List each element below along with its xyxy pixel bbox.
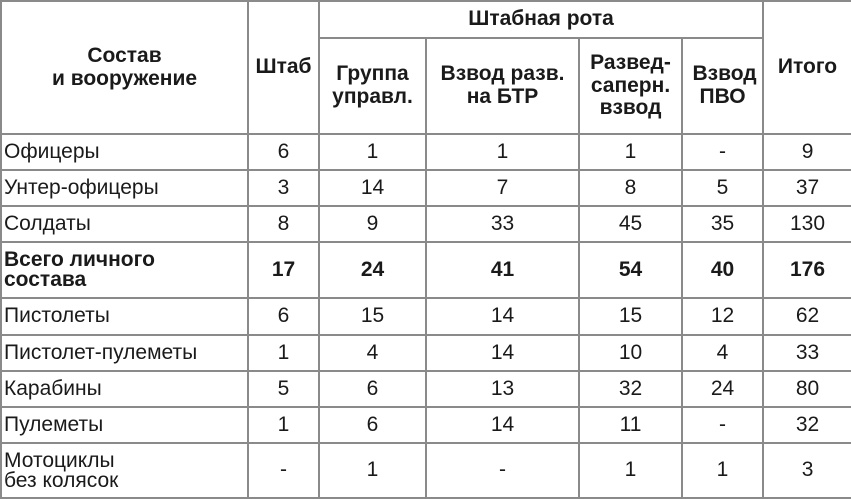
cell-value: 1 <box>247 334 320 372</box>
cell-value: 33 <box>425 205 580 243</box>
cell-value: 40 <box>680 241 765 299</box>
cell-value: 12 <box>680 297 765 336</box>
cell-value: 24 <box>680 370 765 408</box>
cell-value: 33 <box>762 334 851 372</box>
cell-value: 11 <box>578 406 683 444</box>
cell-value: 1 <box>318 442 427 499</box>
cell-value: 4 <box>680 334 765 372</box>
cell-value: - <box>425 442 580 499</box>
table-row: Пистолет-пулеметы 1 4 14 10 4 33 <box>0 334 851 372</box>
cell-value: 41 <box>425 241 580 299</box>
cell-value: 9 <box>762 133 851 171</box>
cell-value: - <box>680 406 765 444</box>
cell-value: 5 <box>247 370 320 408</box>
cell-value: 15 <box>318 297 427 336</box>
cell-value: 45 <box>578 205 683 243</box>
cell-value: 1 <box>680 442 765 499</box>
cell-value: 37 <box>762 169 851 207</box>
row-label: Пистолет-пулеметы <box>0 334 249 372</box>
cell-value: 14 <box>425 297 580 336</box>
header-subunit: Группа управл. <box>318 37 427 135</box>
cell-value: 130 <box>762 205 851 243</box>
cell-value: 6 <box>318 370 427 408</box>
cell-value: 14 <box>425 406 580 444</box>
cell-value: 54 <box>578 241 683 299</box>
header-subunit: Взвод разв. на БТР <box>425 37 580 135</box>
cell-value: 6 <box>247 297 320 336</box>
table-row: Унтер-офицеры 3 14 7 8 5 37 <box>0 169 851 207</box>
header-company: Штабная рота <box>317 0 765 39</box>
cell-value: 15 <box>578 297 683 336</box>
header-subunit: Развед-саперн. взвод <box>578 37 683 135</box>
cell-value: 7 <box>425 169 580 207</box>
cell-value: 62 <box>762 297 851 336</box>
row-label: Пулеметы <box>0 406 249 444</box>
cell-value: 10 <box>578 334 683 372</box>
cell-value: - <box>247 442 320 499</box>
cell-value: 6 <box>318 406 427 444</box>
table-row: Всего личного состава 17 24 41 54 40 176 <box>0 241 851 299</box>
cell-value: 9 <box>318 205 427 243</box>
row-label: Офицеры <box>0 133 249 171</box>
row-label: Карабины <box>0 370 249 408</box>
cell-value: 17 <box>247 241 320 299</box>
cell-value: 32 <box>762 406 851 444</box>
cell-value: 32 <box>578 370 683 408</box>
row-label: Пистолеты <box>0 297 249 336</box>
cell-value: 176 <box>762 241 851 299</box>
header-subunit: Взвод ПВО <box>680 37 765 135</box>
cell-value: 3 <box>247 169 320 207</box>
cell-value: 4 <box>318 334 427 372</box>
cell-value: 3 <box>762 442 851 499</box>
cell-value: 6 <box>247 133 320 171</box>
cell-value: 1 <box>318 133 427 171</box>
cell-value: 14 <box>318 169 427 207</box>
row-label: Всего личного состава <box>0 241 249 299</box>
table-row: Офицеры 6 1 1 1-9 <box>0 133 851 171</box>
table-row: Карабины 5 6 13 32 24 80 <box>0 370 851 408</box>
cell-value: 80 <box>762 370 851 408</box>
table-row: Мотоциклы без колясок -1-1 1 3 <box>0 442 851 499</box>
cell-value: 24 <box>318 241 427 299</box>
cell-value: 35 <box>680 205 765 243</box>
table-row: Солдаты 8 9 33 45 35 130 <box>0 205 851 243</box>
cell-value: 14 <box>425 334 580 372</box>
header-composition: Состав и вооружение <box>0 0 249 135</box>
row-label: Мотоциклы без колясок <box>0 442 249 499</box>
table-row: Пулеметы 1 6 14 11-32 <box>0 406 851 444</box>
cell-value: - <box>680 133 765 171</box>
header-total: Итого <box>762 0 851 135</box>
cell-value: 13 <box>425 370 580 408</box>
row-label: Унтер-офицеры <box>0 169 249 207</box>
row-label: Солдаты <box>0 205 249 243</box>
cell-value: 1 <box>425 133 580 171</box>
cell-value: 1 <box>578 442 683 499</box>
header-hq: Штаб <box>247 0 320 135</box>
table-row: Пистолеты 6 15 14 15 12 62 <box>0 297 851 336</box>
cell-value: 8 <box>578 169 683 207</box>
cell-value: 5 <box>680 169 765 207</box>
cell-value: 8 <box>247 205 320 243</box>
cell-value: 1 <box>247 406 320 444</box>
cell-value: 1 <box>578 133 683 171</box>
